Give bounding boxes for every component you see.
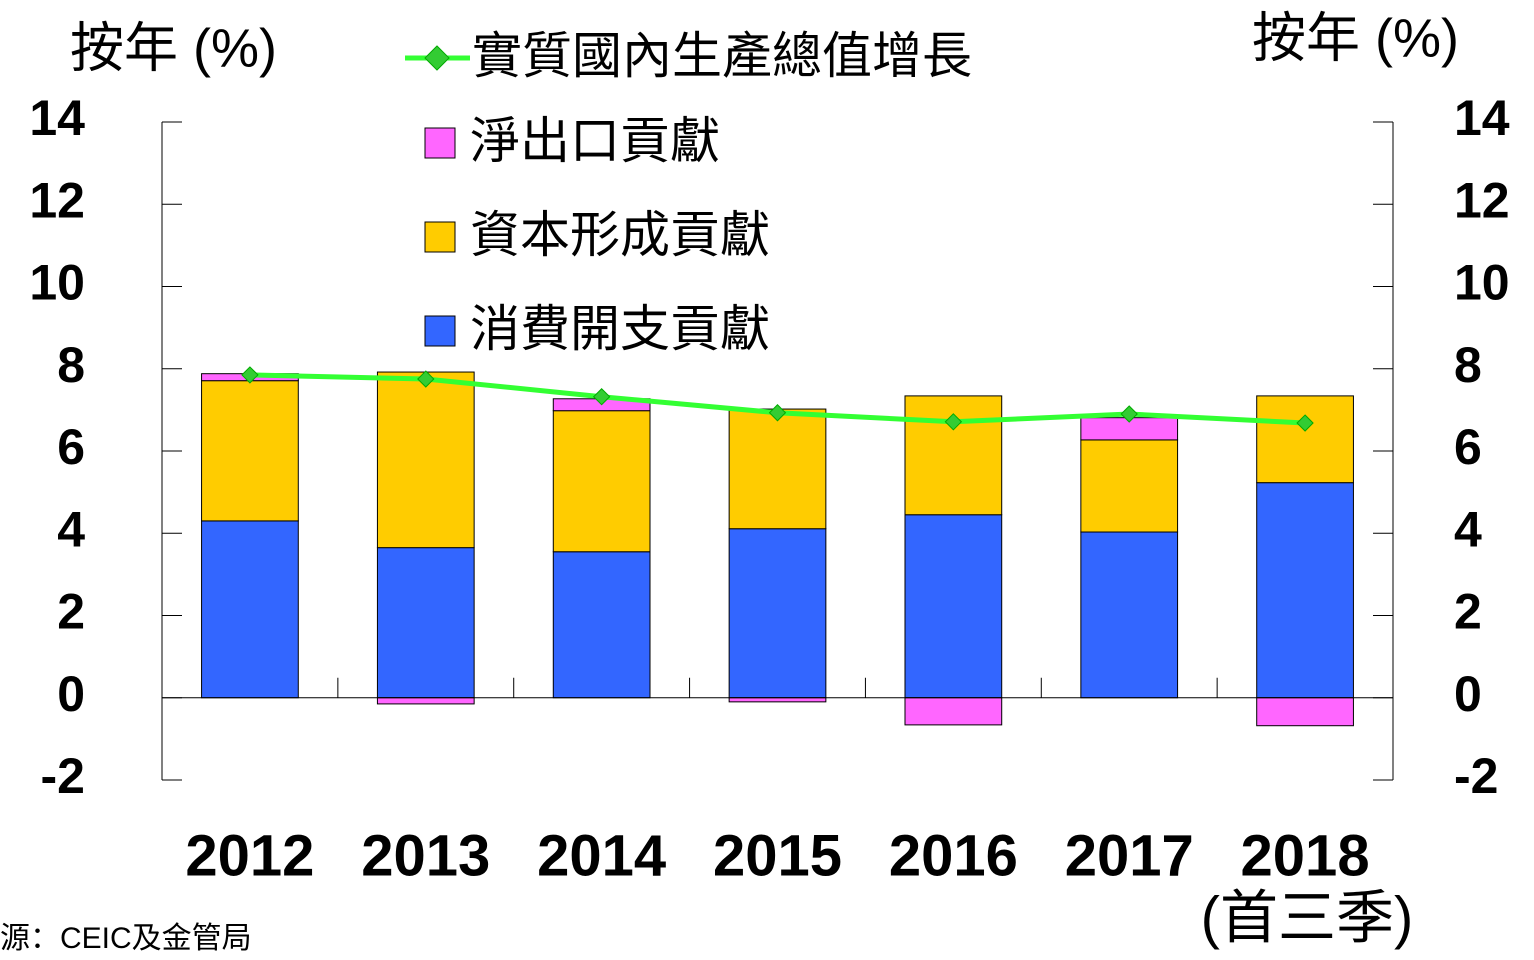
y2-tick-label: 4	[1454, 501, 1482, 557]
bar-segment	[552, 410, 651, 553]
y2-tick-label: 0	[1454, 666, 1482, 722]
line-marker	[768, 404, 787, 422]
bar-segment	[904, 514, 1003, 699]
y-tick-label: 0	[57, 666, 85, 722]
category-note: (首三季)	[1201, 885, 1414, 950]
legend-label: 消費開支貢獻	[470, 301, 770, 357]
x-tick-label: 2012	[185, 823, 314, 888]
x-tick-label: 2017	[1065, 823, 1194, 888]
bar-segment	[376, 697, 475, 705]
line-marker	[1120, 405, 1138, 423]
bar-segment	[728, 697, 827, 703]
legend-swatch	[424, 127, 456, 159]
x-tick-label: 2018	[1241, 823, 1370, 888]
y2-tick-label: -2	[1454, 748, 1498, 804]
y-axis-label: 按年 (%)	[70, 18, 277, 78]
legend-swatch	[424, 315, 456, 347]
bar-segment	[1080, 531, 1179, 699]
y2-tick-label: 10	[1454, 255, 1510, 311]
bar-segment	[376, 371, 475, 549]
line-marker	[944, 413, 963, 431]
y-tick-label: 10	[29, 255, 85, 311]
legend-label: 實質國內生產總值增長	[472, 28, 972, 84]
y-tick-label: 4	[57, 501, 85, 557]
line-marker	[592, 388, 611, 406]
y-tick-label: -2	[41, 748, 85, 804]
bar-segment	[552, 551, 651, 699]
source-note: 源：CEIC及金管局	[0, 922, 252, 955]
y2-axis-label: 按年 (%)	[1252, 8, 1459, 68]
bar-segment	[1256, 697, 1354, 727]
bar-segment	[201, 380, 299, 522]
bar-segment	[376, 547, 475, 699]
bar-segment	[1256, 482, 1354, 699]
y2-tick-label: 8	[1454, 337, 1482, 393]
y-tick-label: 12	[29, 172, 85, 228]
y-tick-label: 6	[57, 419, 85, 475]
y2-tick-label: 2	[1454, 584, 1482, 640]
bar-segment	[201, 520, 299, 699]
bar-segment	[728, 528, 827, 699]
y-tick-label: 14	[29, 90, 85, 146]
line-marker	[1296, 414, 1314, 432]
x-tick-label: 2015	[713, 823, 842, 888]
bar-segment	[904, 697, 1003, 726]
bar-segment	[1256, 395, 1354, 484]
x-tick-label: 2013	[361, 823, 490, 888]
line-marker	[241, 366, 259, 384]
y2-tick-label: 6	[1454, 419, 1482, 475]
y2-tick-label: 14	[1454, 90, 1510, 146]
x-tick-label: 2014	[537, 823, 666, 888]
x-tick-label: 2016	[889, 823, 1018, 888]
y-tick-label: 8	[57, 337, 85, 393]
legend-marker	[424, 45, 450, 71]
legend-swatch	[424, 221, 456, 253]
bar-segment	[1080, 439, 1179, 533]
line-marker	[417, 370, 435, 388]
bar-segment	[728, 408, 827, 530]
y2-tick-label: 12	[1454, 172, 1510, 228]
legend-label: 淨出口貢獻	[470, 113, 720, 169]
legend-label: 資本形成貢獻	[470, 207, 770, 263]
y-tick-label: 2	[57, 584, 85, 640]
